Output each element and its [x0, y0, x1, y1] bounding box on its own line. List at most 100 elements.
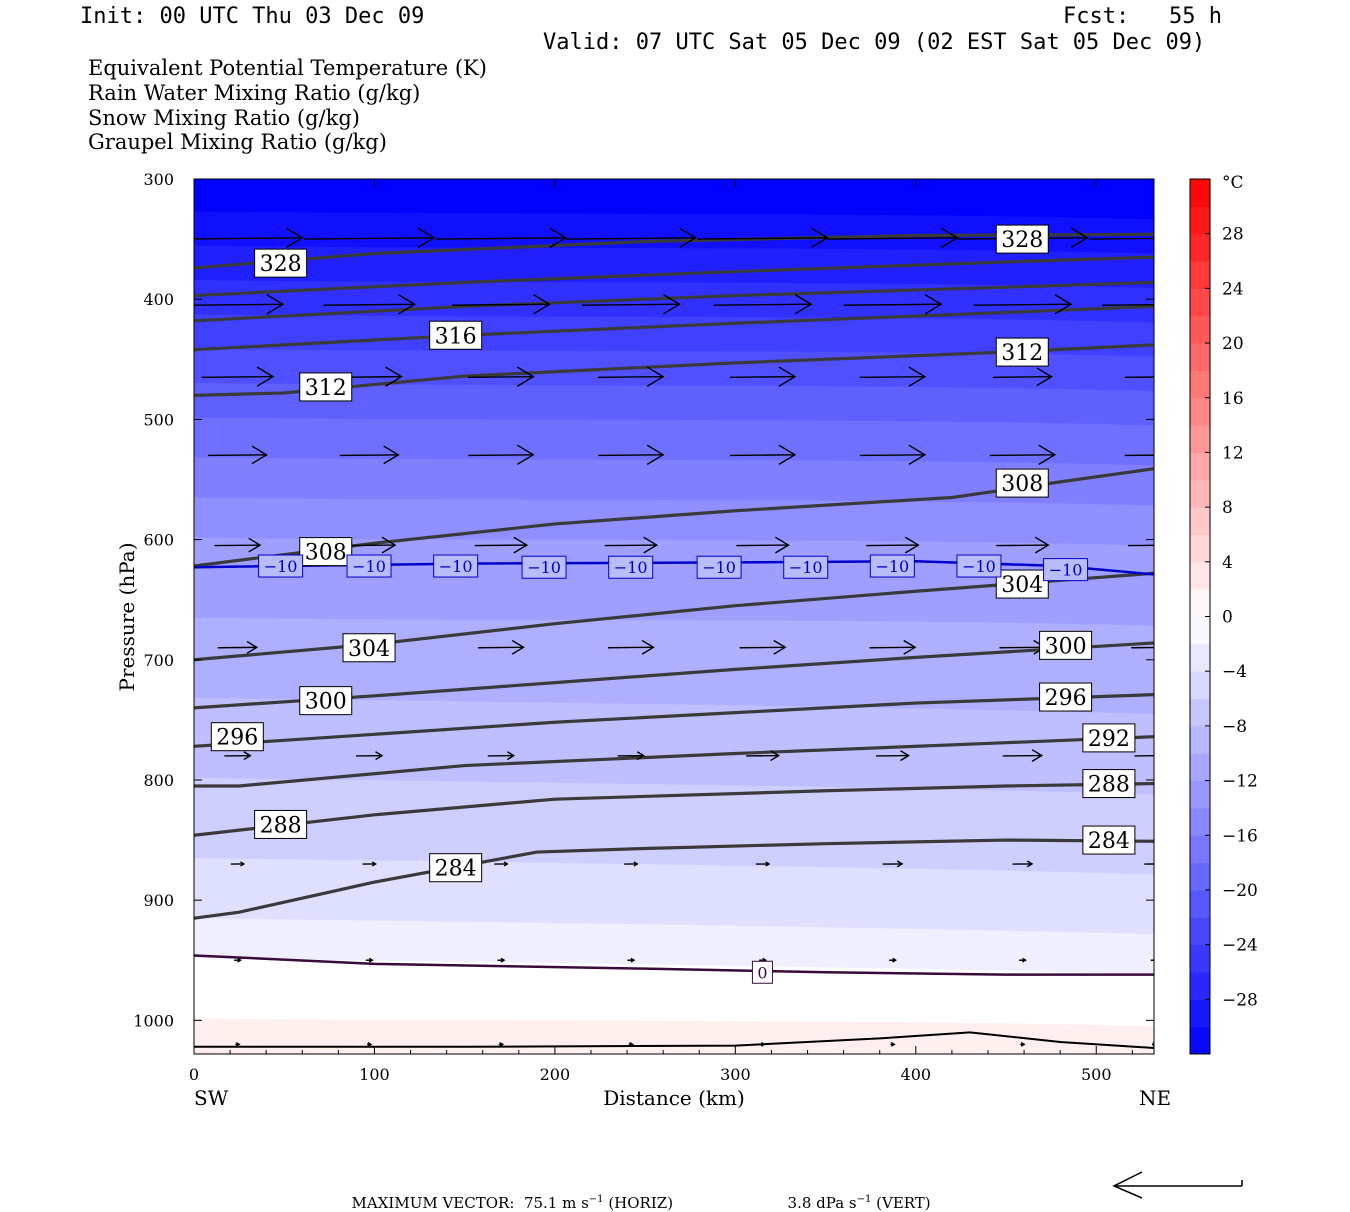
colorbar-swatch	[1190, 753, 1210, 781]
isotherm-label: −10	[609, 556, 653, 578]
wind-vector-shaft	[598, 455, 663, 456]
colorbar-label: −4	[1222, 662, 1247, 682]
colorbar-label: −24	[1222, 936, 1258, 956]
wind-vector-shaft	[860, 377, 925, 378]
wind-vector-shaft	[598, 377, 663, 378]
colorbar-label: −8	[1222, 717, 1247, 737]
vert-tag: (VERT)	[876, 1194, 931, 1212]
theta-e-label: 308	[996, 469, 1048, 497]
x-tick-label: 500	[1081, 1065, 1112, 1084]
theta-e-label-text: 292	[1088, 727, 1130, 752]
endpoint-right: NE	[1139, 1086, 1171, 1110]
horiz-tag: (HORIZ)	[608, 1194, 673, 1212]
wind-vector-head	[1165, 640, 1176, 654]
colorbar-swatch	[1190, 863, 1210, 891]
wind-vector-head	[1154, 958, 1157, 962]
x-tick-label: 100	[359, 1065, 390, 1084]
theta-e-label: 328	[996, 225, 1048, 253]
theta-e-label-text: 284	[435, 857, 477, 882]
theta-e-label-text: 328	[260, 252, 302, 277]
y-tick-label: 800	[143, 771, 174, 790]
colorbar-label: 28	[1222, 225, 1244, 245]
isotherm-label: 0	[752, 961, 772, 983]
isotherm-label-text: −10	[264, 557, 298, 576]
colorbar-swatch	[1190, 370, 1210, 398]
theta-e-label: 300	[1040, 631, 1092, 659]
wind-vector-shaft	[202, 377, 273, 378]
theta-e-label-text: 284	[1088, 829, 1130, 854]
wind-vector-shaft	[208, 455, 266, 456]
colorbar-swatch	[1190, 452, 1210, 480]
wind-vector-shaft	[730, 455, 795, 456]
colorbar-swatch	[1190, 726, 1210, 754]
y-axis-label: Pressure (hPa)	[115, 543, 139, 692]
colorbar-swatch	[1190, 999, 1210, 1027]
x-tick-label: 400	[901, 1065, 932, 1084]
colorbar-swatch	[1190, 835, 1210, 863]
vert-value: 3.8 dPa s	[788, 1194, 857, 1212]
colorbar-label: 24	[1222, 279, 1244, 299]
theta-e-label-text: 300	[1045, 634, 1087, 659]
isotherm-label-text: 0	[757, 963, 767, 982]
isotherm-label-text: −10	[527, 558, 561, 577]
max-vector-horiz: MAXIMUM VECTOR: 75.1 m s−1 (HORIZ)	[342, 1176, 673, 1212]
y-tick-label: 400	[143, 290, 174, 309]
reference-arrow-head	[1114, 1172, 1142, 1198]
colorbar-label: −20	[1222, 881, 1258, 901]
theta-e-label-text: 304	[1001, 573, 1043, 598]
wind-vector-shaft	[452, 304, 550, 305]
isotherm-label-text: −10	[439, 557, 473, 576]
colorbar-swatch	[1190, 206, 1210, 234]
wind-vector-shaft	[993, 377, 1051, 378]
theta-e-label: 296	[211, 723, 263, 751]
theta-e-label: 304	[343, 634, 395, 662]
colorbar-swatch	[1190, 480, 1210, 508]
theta-e-label: 316	[430, 321, 482, 349]
colorbar-swatch	[1190, 671, 1210, 699]
colorbar-swatch	[1190, 234, 1210, 262]
theta-e-label: 288	[1083, 770, 1135, 798]
colorbar-swatch	[1190, 808, 1210, 836]
colorbar-swatch	[1190, 945, 1210, 973]
theta-e-label: 300	[300, 687, 352, 715]
isotherm-label-text: −10	[1049, 561, 1083, 580]
wind-vector-head	[1159, 861, 1164, 867]
wind-vector-shaft	[730, 377, 795, 378]
wind-vector-shaft	[714, 304, 812, 305]
wind-vector-shaft	[605, 545, 657, 546]
colorbar-unit: °C	[1222, 173, 1244, 193]
theta-e-label: 308	[300, 538, 352, 566]
max-vector-vert: 3.8 dPa s−1 (VERT)	[778, 1176, 931, 1212]
theta-e-label-text: 328	[1001, 228, 1043, 253]
colorbar-swatch	[1190, 890, 1210, 918]
x-tick-label: 300	[720, 1065, 751, 1084]
colorbar-swatch	[1190, 507, 1210, 535]
wind-vector-shaft	[192, 304, 283, 305]
wind-vector-head	[1169, 368, 1184, 386]
y-tick-label: 700	[143, 651, 174, 670]
colorbar-swatch	[1190, 562, 1210, 590]
theta-e-label: 284	[430, 854, 482, 882]
colorbar-swatch	[1190, 179, 1210, 207]
theta-e-label-text: 316	[435, 324, 477, 349]
wind-vector-shaft	[844, 304, 942, 305]
colorbar-swatch	[1190, 917, 1210, 945]
isotherm-label: −10	[259, 555, 303, 577]
colorbar-swatch	[1190, 425, 1210, 453]
colorbar-label: 0	[1222, 608, 1233, 628]
isotherm-label-text: −10	[875, 557, 909, 576]
colorbar-label: 4	[1222, 553, 1233, 573]
theta-e-label-text: 312	[1001, 341, 1043, 366]
wind-vector-shaft	[468, 377, 533, 378]
isotherm-label-text: −10	[352, 557, 386, 576]
colorbar-label: 12	[1222, 443, 1244, 463]
colorbar-label: −16	[1222, 826, 1258, 846]
wind-vector-shaft	[324, 304, 415, 305]
wind-vector-shaft	[736, 545, 788, 546]
wind-vector-head	[1164, 750, 1174, 762]
colorbar-swatch	[1190, 972, 1210, 1000]
theta-e-label: 284	[1083, 826, 1135, 854]
colorbar-label: −12	[1222, 772, 1258, 792]
theta-e-label: 312	[300, 373, 352, 401]
